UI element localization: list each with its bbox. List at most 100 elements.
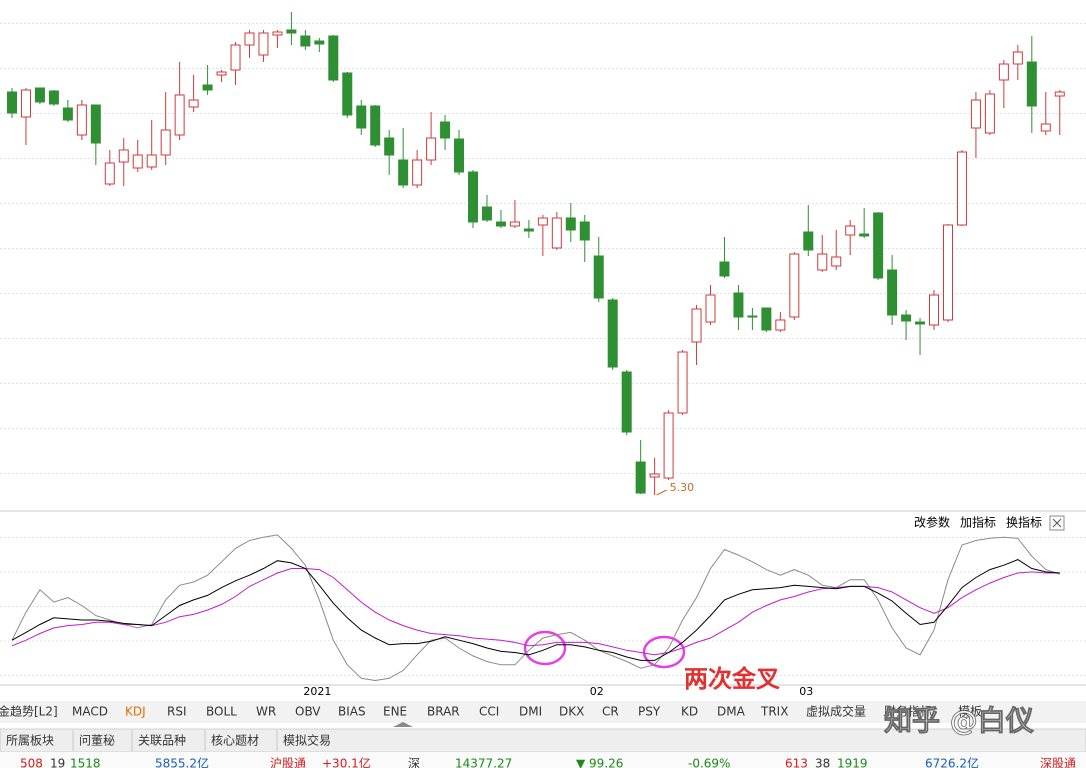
indicator-tab[interactable]: CR (602, 705, 619, 719)
candle-body (160, 129, 171, 156)
candle-body (593, 255, 604, 299)
bottom-tab[interactable]: 核心题材 (211, 734, 259, 748)
candle-body (649, 473, 660, 478)
candle-body (370, 105, 381, 146)
candle-body (286, 29, 297, 34)
candle-body (481, 206, 492, 221)
indicator-tab[interactable]: KD (681, 705, 698, 719)
status-item: 1518 (70, 757, 101, 768)
status-item: 深 (408, 757, 420, 768)
candle-body (565, 217, 576, 231)
candle-body (146, 154, 157, 168)
candle-body (887, 269, 898, 316)
candle-body (747, 315, 758, 318)
indicator-tab[interactable]: RSI (167, 705, 187, 719)
indicator-tab[interactable]: BRAR (427, 705, 460, 719)
candle-body (384, 137, 395, 156)
indicator-tab[interactable]: TRIX (760, 705, 788, 719)
indicator-tab[interactable]: MACD (72, 705, 108, 719)
candle-body (677, 351, 688, 414)
indicator-tab[interactable]: 金趋势[L2] (0, 704, 58, 719)
candle-body (202, 84, 213, 91)
indicator-tab[interactable]: 虚拟成交量 (806, 704, 866, 719)
candle-body (20, 89, 31, 118)
indicator-tab[interactable]: DMA (717, 705, 746, 719)
candle-body (188, 99, 199, 108)
candle-body (1026, 61, 1037, 107)
candle-body (104, 162, 115, 185)
indicator-tab[interactable]: DKX (559, 705, 584, 719)
candle-body (300, 35, 311, 47)
indicator-tab[interactable]: ENE (383, 705, 407, 719)
candle-body (398, 159, 409, 186)
status-item: 508 (20, 757, 43, 768)
candle-body (719, 261, 730, 277)
status-item: 38 (815, 757, 830, 768)
annotation-arrow (656, 489, 667, 496)
x-tick-label: 02 (590, 685, 604, 698)
x-tick-label: 2021 (303, 685, 331, 698)
panel-button[interactable]: 换指标 (1006, 515, 1042, 530)
indicator-tab[interactable]: KDJ (125, 705, 146, 719)
candle-body (1012, 51, 1023, 65)
kdj-line (11, 568, 1060, 656)
candle-body (76, 104, 87, 136)
candle-body (34, 87, 45, 103)
candle-body (537, 217, 548, 226)
callout: 两次金叉 (684, 665, 781, 693)
indicator-bar (0, 701, 1086, 723)
status-item: +30.1亿 (322, 756, 371, 768)
candle-body (621, 371, 632, 433)
candle-body (62, 107, 73, 121)
indicator-tab[interactable]: PSY (638, 705, 661, 719)
candle-body (942, 224, 953, 321)
indicator-tab[interactable]: CCI (479, 705, 499, 719)
candle-body (314, 40, 325, 45)
indicator-tab[interactable]: WR (256, 705, 276, 719)
close-icon (1052, 518, 1062, 528)
candle-body (803, 231, 814, 251)
candle-body (859, 233, 870, 237)
candle-body (761, 307, 772, 331)
candle-body (1040, 123, 1051, 132)
candle-body (915, 321, 926, 325)
candle-body (817, 253, 828, 271)
status-item: 19 (50, 757, 65, 768)
indicator-tab[interactable]: DMI (519, 705, 542, 719)
bottom-tab[interactable]: 关联品种 (138, 734, 186, 748)
watermark: 知乎 @白仪 (884, 704, 1035, 737)
status-item: 深股通 (1040, 757, 1076, 768)
indicator-tab[interactable]: BOLL (206, 705, 237, 719)
candle-body (607, 299, 618, 368)
bottom-tab[interactable]: 模拟交易 (283, 733, 331, 748)
indicator-tab[interactable]: 模板 (958, 705, 982, 719)
indicator-tab[interactable]: 财务指标 (884, 704, 932, 719)
candle-body (412, 159, 423, 186)
candle-body (733, 292, 744, 318)
candle-body (118, 149, 129, 163)
candle-body (523, 228, 534, 232)
candle-body (873, 212, 884, 279)
candle-body (468, 171, 479, 223)
candle-body (495, 221, 506, 227)
status-item: 14377.27 (455, 757, 512, 768)
candle-body (635, 461, 646, 494)
x-tick-label: 03 (799, 685, 813, 698)
panel-button[interactable]: 加指标 (960, 515, 996, 530)
candle-body (929, 294, 940, 326)
panel-button[interactable]: 改参数 (914, 515, 950, 530)
candle-body (454, 138, 465, 173)
kdj-line (11, 534, 1060, 682)
status-item: 1919 (837, 757, 868, 768)
candle-body (440, 121, 451, 139)
candle-body (579, 221, 590, 241)
indicator-tab[interactable]: OBV (295, 705, 321, 719)
candle-body (998, 63, 1009, 81)
indicator-tab[interactable]: BIAS (338, 705, 366, 719)
candle-body (663, 412, 674, 479)
bottom-tab[interactable]: 所属板块 (6, 734, 54, 748)
bottom-tab[interactable]: 问董秘 (79, 734, 115, 748)
candle-body (132, 154, 143, 169)
candle-body (258, 32, 269, 56)
